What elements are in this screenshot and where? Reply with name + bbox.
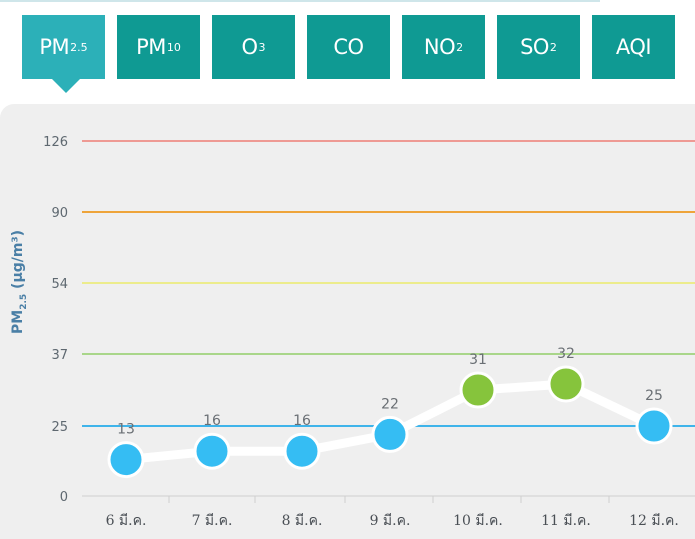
y-tick-label: 0: [60, 490, 68, 505]
data-point[interactable]: [193, 432, 231, 470]
y-tick-label: 25: [51, 420, 68, 435]
tab-label: PM: [136, 35, 166, 59]
data-label: 13: [117, 422, 135, 438]
data-label: 22: [381, 396, 399, 412]
y-tick-label: 54: [51, 277, 68, 292]
x-tick-label: 11 มี.ค.: [541, 513, 591, 529]
top-divider: [0, 0, 600, 2]
data-label: 31: [469, 352, 487, 368]
x-tick-label: 9 มี.ค.: [370, 513, 411, 529]
y-tick-label: 90: [51, 206, 68, 221]
x-tick-label: 12 มี.ค.: [629, 513, 679, 529]
y-tick-label: 126: [43, 135, 68, 150]
tab-pm10[interactable]: PM 10: [117, 15, 200, 79]
data-point[interactable]: [283, 432, 321, 470]
data-point[interactable]: [107, 441, 145, 479]
x-tick-label: 10 มี.ค.: [453, 513, 503, 529]
tab-label: AQI: [615, 35, 652, 59]
tab-pm25[interactable]: PM 2.5: [22, 15, 105, 93]
y-axis-label: PM2.5 (µg/m³): [10, 230, 29, 334]
tab-label-subscript: 2.5: [70, 40, 88, 54]
tab-label: O: [241, 35, 258, 59]
tab-aqi[interactable]: AQI: [592, 15, 675, 79]
data-point[interactable]: [547, 365, 585, 403]
tab-label: PM: [39, 35, 70, 59]
tab-label-subscript: 10: [166, 40, 181, 54]
data-label: 32: [557, 346, 575, 362]
pollutant-tabs: PM 2.5 PM 10 O 3 CO NO 2 SO 2 AQI: [22, 15, 687, 93]
tab-label-subscript: 2: [549, 40, 557, 54]
x-tick-label: 7 มี.ค.: [192, 513, 233, 529]
tab-label: NO: [423, 35, 456, 59]
data-point[interactable]: [635, 407, 673, 445]
active-tab-pointer: [52, 79, 80, 93]
tab-label-subscript: 3: [258, 40, 266, 54]
tab-label: SO: [520, 35, 549, 59]
tab-label: CO: [333, 35, 364, 59]
tab-so2[interactable]: SO 2: [497, 15, 580, 79]
data-label: 16: [293, 413, 311, 429]
data-label: 25: [645, 388, 663, 404]
data-point[interactable]: [371, 415, 409, 453]
x-tick-label: 6 มี.ค.: [106, 513, 147, 529]
tab-no2[interactable]: NO 2: [402, 15, 485, 79]
data-point[interactable]: [459, 371, 497, 409]
tab-label-subscript: 2: [456, 40, 464, 54]
y-tick-label: 37: [51, 348, 68, 363]
tab-co[interactable]: CO: [307, 15, 390, 79]
x-tick-label: 8 มี.ค.: [282, 513, 323, 529]
data-label: 16: [203, 413, 221, 429]
